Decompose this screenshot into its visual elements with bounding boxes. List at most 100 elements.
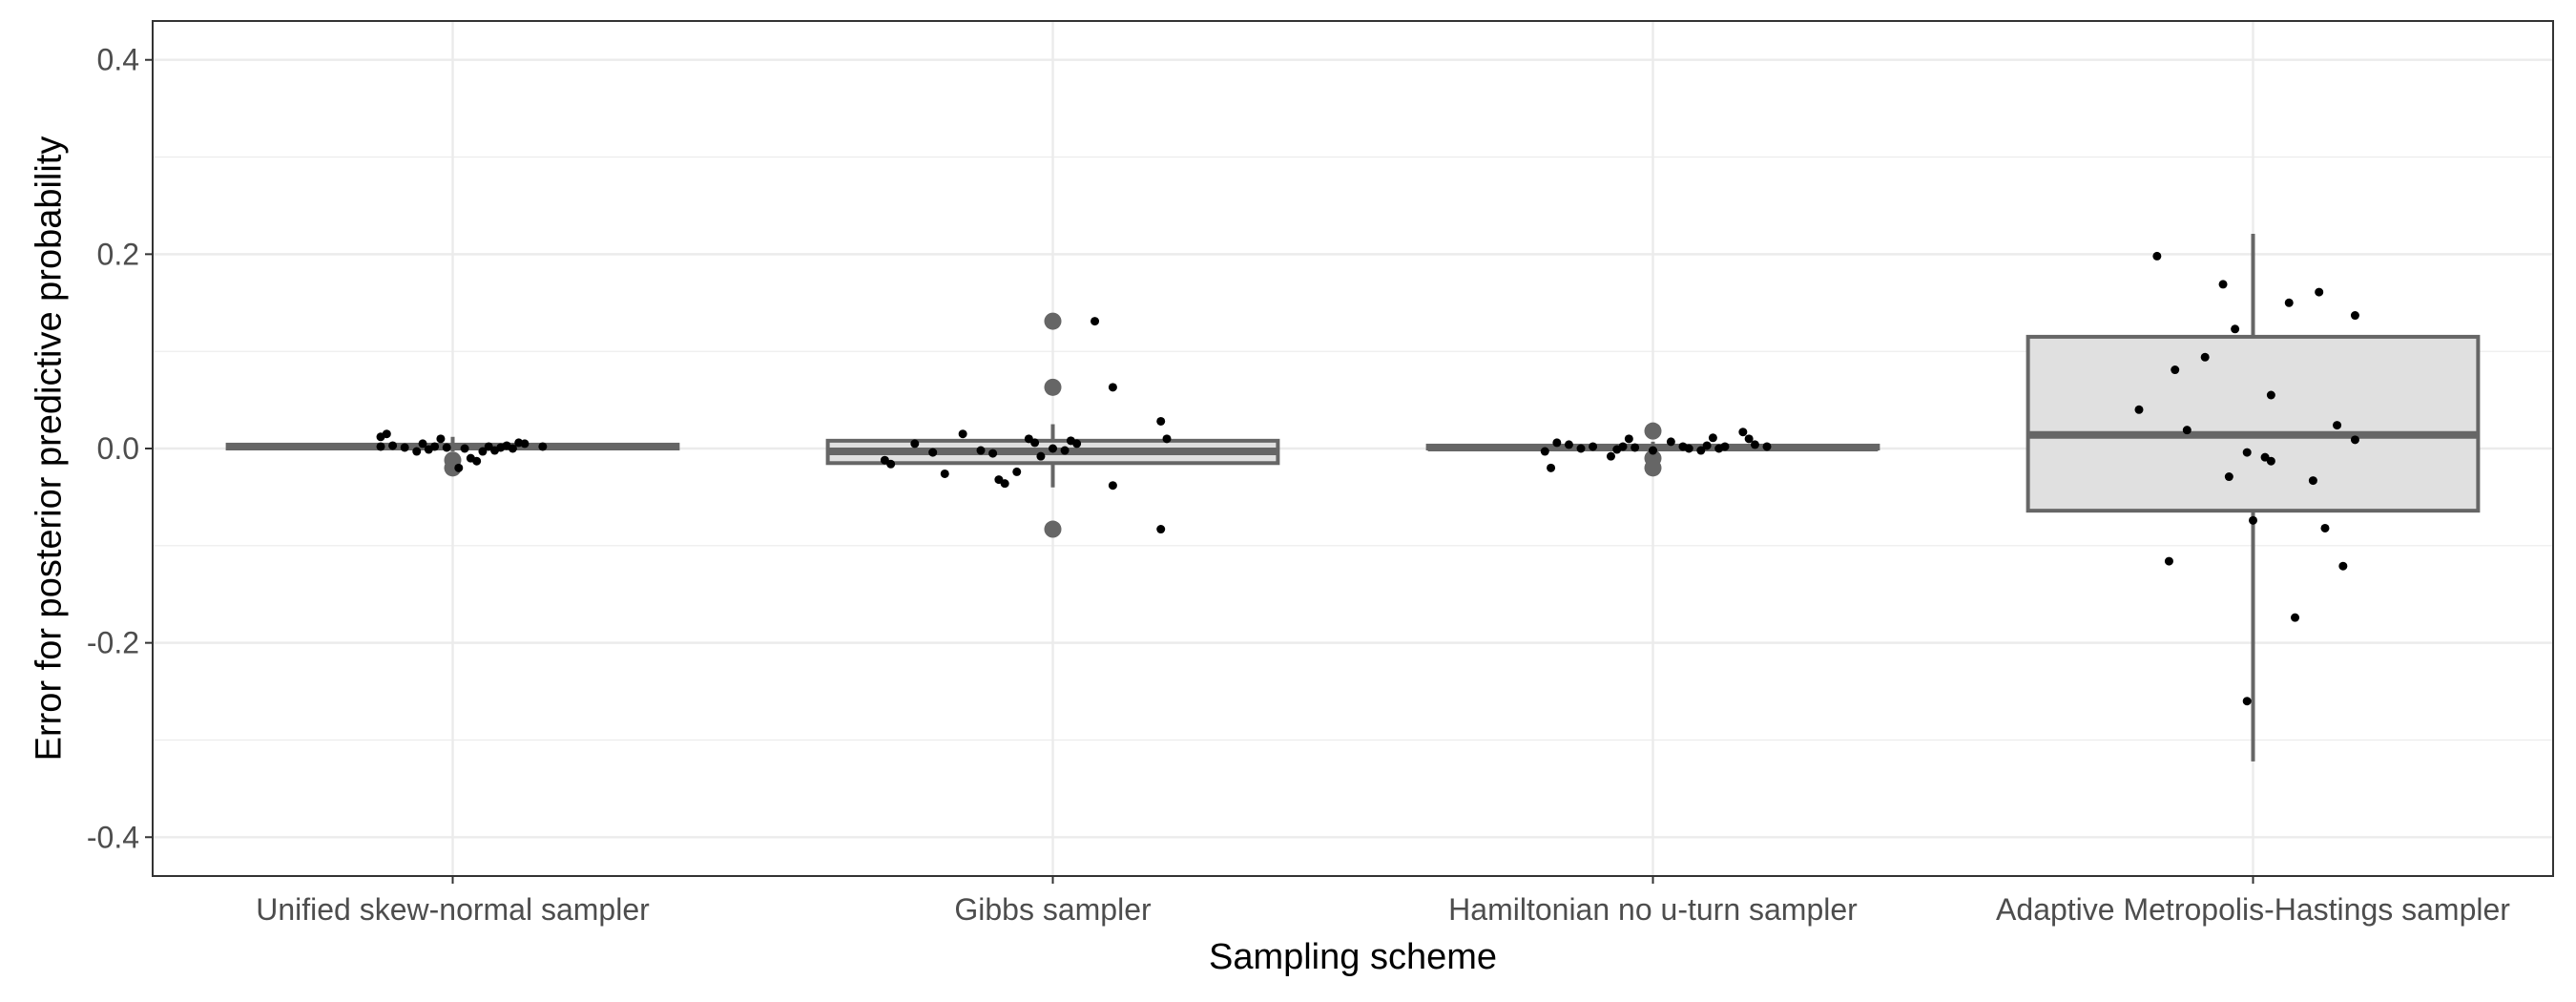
data-point xyxy=(2242,697,2252,706)
data-point xyxy=(2249,515,2257,525)
data-point xyxy=(1762,442,1772,451)
data-point xyxy=(976,446,986,455)
data-point xyxy=(2320,523,2330,532)
data-point xyxy=(520,439,530,449)
y-tick-label: 0.0 xyxy=(97,431,139,466)
data-point xyxy=(2218,280,2228,289)
data-point xyxy=(418,439,427,449)
data-point xyxy=(412,447,422,456)
outlier-point xyxy=(1644,422,1662,440)
data-point xyxy=(1091,317,1100,326)
data-point xyxy=(460,444,469,453)
x-axis-title: Sampling scheme xyxy=(1209,937,1497,977)
data-point xyxy=(508,444,517,453)
data-point xyxy=(466,453,475,463)
data-point xyxy=(1000,479,1009,489)
data-point xyxy=(1618,442,1628,451)
data-point xyxy=(1162,434,1172,444)
data-point xyxy=(1156,525,1166,534)
data-point xyxy=(2182,426,2192,435)
y-tick-label: 0.2 xyxy=(97,237,139,271)
data-point xyxy=(1631,443,1640,452)
data-point xyxy=(2266,390,2275,400)
data-point xyxy=(400,443,409,452)
data-point xyxy=(1012,467,1022,476)
data-point xyxy=(1702,441,1712,450)
data-point xyxy=(958,429,967,439)
data-point xyxy=(430,442,440,451)
jitter-points xyxy=(376,251,2359,706)
data-point xyxy=(388,441,398,450)
data-point xyxy=(1696,446,1706,455)
data-point xyxy=(478,447,488,456)
data-point xyxy=(1576,444,1586,453)
data-point xyxy=(2315,287,2324,297)
outlier-point xyxy=(444,459,462,477)
data-point xyxy=(436,434,446,444)
data-point xyxy=(454,463,464,472)
data-point xyxy=(2164,556,2173,566)
data-point xyxy=(2291,613,2300,622)
data-point xyxy=(1666,437,1675,447)
data-point xyxy=(940,469,949,478)
data-point xyxy=(2231,324,2240,334)
data-point xyxy=(2171,365,2180,375)
boxes xyxy=(225,233,2481,762)
x-tick-label: Unified skew-normal sampler xyxy=(256,892,650,927)
data-point xyxy=(1708,433,1717,443)
data-point xyxy=(1606,451,1615,461)
data-point xyxy=(2200,352,2210,362)
box-iqr xyxy=(2025,334,2481,513)
y-tick-label: -0.4 xyxy=(87,820,139,854)
data-point xyxy=(1547,463,1556,472)
data-point xyxy=(1156,416,1166,426)
data-point xyxy=(442,443,451,452)
data-point xyxy=(2350,435,2359,445)
data-point xyxy=(2224,472,2233,482)
data-point xyxy=(1552,438,1562,448)
data-point xyxy=(2284,298,2294,307)
data-point xyxy=(1072,439,1082,449)
y-axis-title: Error for posterior predictive probabili… xyxy=(29,136,69,762)
data-point xyxy=(1108,383,1117,392)
data-point xyxy=(2333,421,2342,430)
data-point xyxy=(1738,428,1748,437)
data-point xyxy=(1540,447,1549,456)
data-point xyxy=(2266,456,2275,466)
data-point xyxy=(1030,438,1040,448)
data-point xyxy=(1060,446,1070,455)
data-point xyxy=(2338,561,2348,571)
outlier-point xyxy=(1044,520,1062,538)
outlier-point xyxy=(1044,378,1062,396)
data-point xyxy=(538,442,548,451)
x-tick-label: Hamiltonian no u-turn sampler xyxy=(1448,892,1858,927)
y-tick-label: 0.4 xyxy=(97,43,139,77)
data-point xyxy=(2242,448,2252,457)
data-point xyxy=(1036,451,1046,461)
data-point xyxy=(2350,311,2359,321)
data-point xyxy=(1589,442,1598,451)
data-point xyxy=(988,449,998,458)
outlier-point xyxy=(1644,459,1662,477)
y-tick-label: -0.2 xyxy=(87,626,139,660)
data-point xyxy=(376,442,385,451)
data-point xyxy=(1750,440,1759,449)
x-tick-label: Gibbs sampler xyxy=(954,892,1152,927)
data-point xyxy=(1624,434,1633,444)
data-point xyxy=(1744,434,1754,444)
data-point xyxy=(1714,444,1724,453)
outlier-point xyxy=(1044,312,1062,330)
x-tick-label: Adaptive Metropolis-Hastings sampler xyxy=(1996,892,2510,927)
data-point xyxy=(1108,481,1117,491)
data-point xyxy=(2152,251,2162,261)
data-point xyxy=(928,448,938,457)
data-point xyxy=(2134,405,2144,414)
data-point xyxy=(1564,440,1573,449)
data-point xyxy=(382,429,391,439)
data-point xyxy=(1684,444,1693,453)
axes: -0.4 -0.2 0.0 0.2 0.4 Unified skew-normal sam… xyxy=(87,43,2510,927)
data-point xyxy=(2308,476,2317,486)
data-point xyxy=(886,459,896,469)
data-point xyxy=(1649,446,1657,455)
